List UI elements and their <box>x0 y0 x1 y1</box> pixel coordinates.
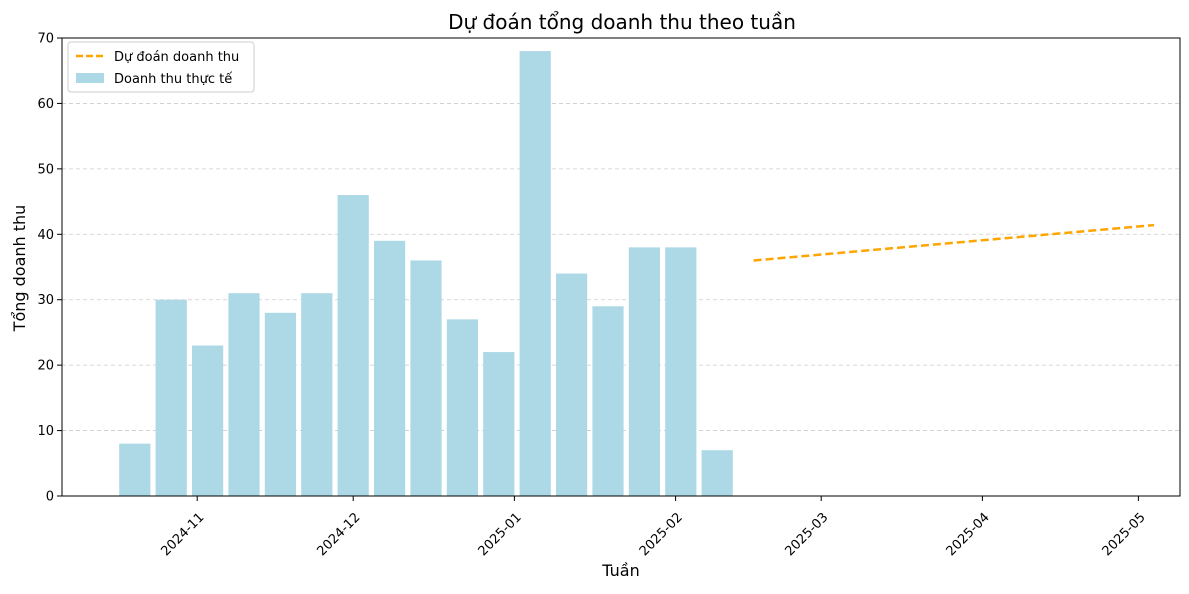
x-tick-label: 2024-12 <box>314 510 363 559</box>
bar-actual-revenue <box>264 312 296 496</box>
legend-label-actual: Doanh thu thực tế <box>114 72 232 87</box>
bar-actual-revenue <box>592 306 624 496</box>
x-tick-label: 2025-01 <box>476 510 525 559</box>
legend-swatch-actual <box>76 73 104 83</box>
bar-actual-revenue <box>446 319 478 496</box>
x-axis-label: Tuần <box>601 561 639 580</box>
line-layer <box>753 223 1155 262</box>
chart-title: Dự đoán tổng doanh thu theo tuần <box>448 10 796 34</box>
bar-actual-revenue <box>374 240 406 496</box>
x-tick-label: 2025-05 <box>1100 510 1149 559</box>
y-axis-label: Tổng doanh thu <box>10 205 29 333</box>
bar-actual-revenue <box>410 260 442 496</box>
bar-actual-revenue <box>155 299 187 496</box>
x-tick-label: 2025-04 <box>944 510 993 559</box>
y-tick-label: 0 <box>46 490 54 505</box>
legend: Dự đoán doanh thu Doanh thu thực tế <box>67 41 255 93</box>
x-tick-label: 2024-11 <box>158 510 207 559</box>
line-forecast-revenue <box>753 223 1155 262</box>
y-tick-label: 60 <box>37 97 54 112</box>
bar-actual-revenue <box>337 195 369 496</box>
bar-actual-revenue <box>228 293 260 496</box>
x-tick-label: 2025-02 <box>637 510 686 559</box>
bar-actual-revenue <box>192 345 224 496</box>
y-tick-label: 30 <box>37 293 54 308</box>
y-tick-label: 50 <box>37 162 54 177</box>
x-tick-label: 2025-03 <box>782 510 831 559</box>
plot-frame <box>61 37 1181 497</box>
axes-layer <box>61 37 1181 497</box>
bar-actual-revenue <box>301 293 333 496</box>
legend-label-forecast: Dự đoán doanh thu <box>114 50 239 65</box>
bar-actual-revenue <box>665 247 697 496</box>
bar-actual-revenue <box>519 51 551 496</box>
y-tick-label: 40 <box>37 228 54 243</box>
bar-actual-revenue <box>628 247 660 496</box>
legend-frame <box>67 41 255 93</box>
bar-actual-revenue <box>701 450 733 496</box>
bar-actual-revenue <box>483 352 515 496</box>
y-tick-label: 10 <box>37 424 54 439</box>
y-tick-label: 20 <box>37 359 54 374</box>
y-tick-label: 70 <box>37 32 54 47</box>
bar-actual-revenue <box>119 443 151 496</box>
bar-actual-revenue <box>556 273 588 496</box>
bars-layer <box>119 51 733 496</box>
